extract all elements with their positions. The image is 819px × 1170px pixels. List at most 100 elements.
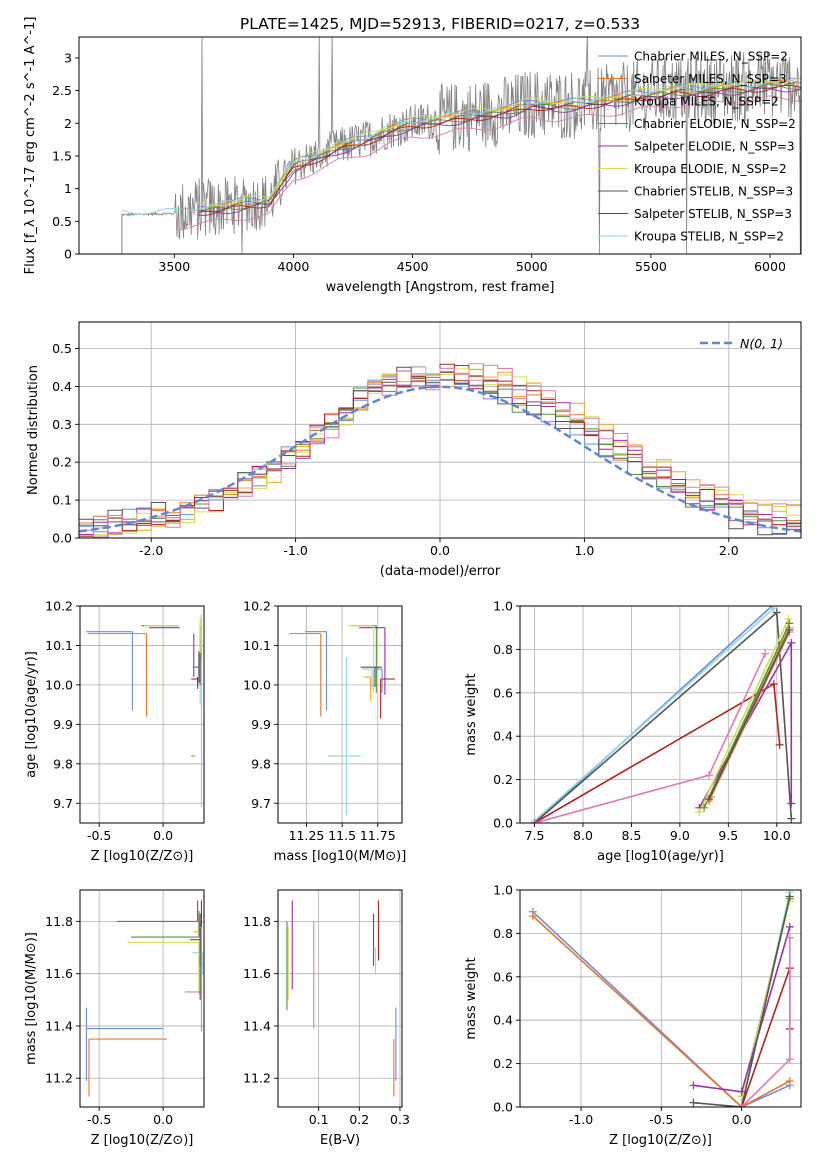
legend-label: Kroupa MILES, N_SSP=2: [634, 95, 779, 109]
x-tick-label: -0.5: [649, 1112, 673, 1127]
x-tick-label: 11.25: [289, 828, 325, 843]
x-tick-label: 3500: [158, 259, 190, 274]
x-tick-label: 2.0: [719, 543, 739, 558]
plot-area-mass-vs-Z: [85, 900, 204, 1097]
x-tick-label: 8.0: [573, 828, 593, 843]
y-tick-label: 10.0: [243, 677, 271, 692]
y-tick-label: 0.2: [493, 772, 513, 787]
x-tick-label: 0.3: [390, 1112, 410, 1127]
y-axis-label: mass [log10(M/M⊙)]: [24, 932, 39, 1065]
figure-title: PLATE=1425, MJD=52913, FIBERID=0217, z=0…: [240, 15, 640, 33]
x-axis-label: Z [log10(Z/Z⊙)]: [91, 849, 194, 864]
y-tick-label: 11.2: [243, 1071, 271, 1086]
x-tick-label: 6000: [754, 259, 786, 274]
weight-point: [530, 819, 539, 823]
x-axis-label: Z [log10(Z/Z⊙)]: [91, 1133, 194, 1148]
weight-point: [704, 771, 713, 780]
panel-spectrum: 3500 4000 4500 5000 5500 6000 0 0.5 1 1.5 2 2.5 3 wav…: [23, 17, 802, 295]
x-tick-label: 11.75: [360, 828, 396, 843]
x-tick-label: 0.0: [153, 1112, 173, 1127]
y-tick-label: 10.2: [45, 599, 73, 614]
panel-age-vs-mass: 11.25 11.5 11.75 9.7 9.8 9.9 10.0 10.1 10.2 mass …: [243, 599, 406, 865]
weight-point: [761, 649, 770, 658]
x-tick-label: 9.5: [718, 828, 738, 843]
y-tick-label: 9.8: [251, 756, 271, 771]
y-tick-label: 11.4: [243, 1018, 271, 1033]
x-tick-label: -1.0: [283, 543, 307, 558]
legend-label-gaussian: N(0, 1): [740, 336, 783, 351]
y-tick-label: 0.3: [52, 417, 72, 432]
plot-area-age-vs-Z: [86, 613, 202, 808]
y-tick-label: 0.5: [52, 341, 72, 356]
x-tick-label: 0.2: [349, 1112, 369, 1127]
plot-area-weight-vs-Z: [528, 890, 794, 1107]
y-tick-label: 11.8: [243, 914, 271, 929]
weight-point: [737, 1087, 746, 1096]
y-tick-label: 1: [64, 181, 72, 196]
weight-line-7: [693, 896, 791, 1107]
weight-point: [689, 1098, 698, 1107]
weight-point: [695, 808, 704, 817]
x-axis-label: age [log10(age/yr)]: [597, 849, 724, 864]
y-tick-label: 9.8: [53, 756, 73, 771]
model-line-8: [198, 84, 801, 216]
y-tick-label: 0.6: [493, 969, 513, 984]
y-tick-label: 11.6: [45, 966, 73, 981]
x-axis-label: E(B-V): [320, 1133, 360, 1148]
x-axis-label: wavelength [Angstrom, rest frame]: [326, 280, 555, 295]
weight-line-6: [698, 618, 790, 813]
y-axis-label: age [log10(age/yr)]: [24, 651, 39, 778]
x-tick-label: 11.5: [328, 828, 356, 843]
y-tick-label: 2: [64, 116, 72, 131]
y-tick-label: 0.1: [52, 493, 72, 508]
panel-residuals: -2.0 -1.0 0.0 1.0 2.0 0.0 0.1 0.2 0.3 0.4 0.5 (data…: [26, 321, 802, 579]
weight-point: [785, 1055, 794, 1064]
panels: 3500 4000 4500 5000 5500 600000.511.522.53wav…: [23, 17, 802, 1148]
weight-line-11: [534, 653, 766, 823]
plot-area-spectrum: [121, 37, 801, 254]
y-axis-label: mass weight: [464, 957, 479, 1039]
weight-point: [704, 795, 713, 804]
panel-weight-vs-Z: -1.0 -0.5 0.0 0.0 0.2 0.4 0.6 0.8 1.0 Z [log10(Z/…: [464, 883, 802, 1148]
weight-line-3: [533, 610, 793, 823]
x-tick-label: 5500: [635, 259, 667, 274]
y-tick-label: 11.2: [45, 1071, 73, 1086]
x-tick-label: 0.1: [309, 1112, 329, 1127]
x-tick-label: 8.5: [621, 828, 641, 843]
weight-point: [775, 740, 784, 749]
x-tick-label: 1.0: [574, 543, 594, 558]
weight-line-2: [532, 915, 791, 1107]
weight-line-8: [740, 967, 791, 1107]
weight-line-9: [741, 937, 791, 1107]
y-tick-label: 0.8: [493, 642, 513, 657]
panel-age-vs-Z: -0.5 0.0 9.7 9.8 9.9 10.0 10.1 10.2 Z [log10(Z/Z…: [24, 599, 205, 864]
y-tick-label: 10.1: [243, 638, 271, 653]
weight-line-7: [703, 623, 791, 809]
x-tick-label: 4500: [397, 259, 429, 274]
legend-label: Chabrier MILES, N_SSP=2: [634, 50, 788, 64]
legend-label: Salpeter MILES, N_SSP=3: [634, 72, 787, 86]
weight-line-1: [532, 911, 791, 1107]
x-tick-label: 9.0: [670, 828, 690, 843]
y-tick-label: 0.0: [493, 816, 513, 831]
y-tick-label: 9.9: [53, 717, 73, 732]
weight-point: [772, 608, 781, 617]
y-tick-label: 10.0: [45, 677, 73, 692]
y-tick-label: 0.2: [52, 455, 72, 470]
weight-point: [787, 814, 796, 823]
y-tick-label: 2.5: [52, 83, 72, 98]
y-tick-label: 0.4: [493, 729, 513, 744]
x-axis-label: (data-model)/error: [380, 564, 501, 579]
y-tick-label: 9.9: [251, 717, 271, 732]
legend-label: Salpeter STELIB, N_SSP=3: [634, 207, 792, 221]
weight-point: [769, 606, 778, 613]
axes-frame: [519, 889, 802, 1108]
x-tick-label: 10.0: [763, 828, 791, 843]
axes-frame: [78, 36, 802, 255]
weight-line-2: [533, 607, 775, 822]
x-tick-label: 0.0: [153, 828, 173, 843]
weight-point: [737, 1103, 746, 1107]
weight-point: [769, 680, 778, 689]
y-axis-label: Normed distribution: [26, 365, 41, 495]
